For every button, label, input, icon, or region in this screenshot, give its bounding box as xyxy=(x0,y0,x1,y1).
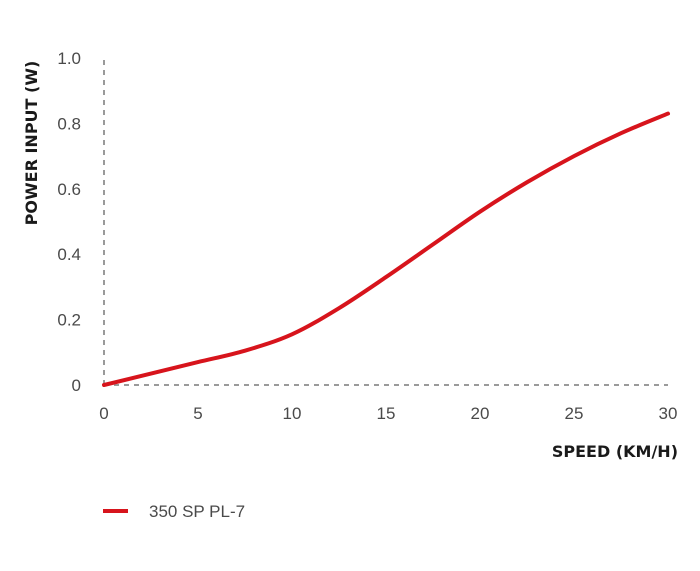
x-tick-labels: 0 5 10 15 20 25 30 xyxy=(99,404,677,423)
x-tick-label: 0 xyxy=(99,404,108,423)
legend: 350 SP PL-7 xyxy=(103,502,245,521)
y-tick-labels: 0 0.2 0.4 0.6 0.8 1.0 xyxy=(57,49,81,395)
series-layer xyxy=(102,111,670,387)
x-tick-label: 10 xyxy=(283,404,302,423)
y-tick-label: 1.0 xyxy=(57,49,81,68)
x-tick-label: 20 xyxy=(471,404,490,423)
series-line xyxy=(102,111,670,387)
y-tick-label: 0.4 xyxy=(57,245,81,264)
y-tick-label: 0.6 xyxy=(57,180,81,199)
y-tick-label: 0 xyxy=(72,376,81,395)
x-axis-title: SPEED (KM/H) xyxy=(552,442,678,461)
y-axis-title: POWER INPUT (W) xyxy=(22,61,41,226)
x-tick-label: 15 xyxy=(377,404,396,423)
y-tick-label: 0.2 xyxy=(57,311,81,330)
legend-label: 350 SP PL-7 xyxy=(149,502,245,521)
y-tick-label: 0.8 xyxy=(57,114,81,133)
x-tick-label: 25 xyxy=(565,404,584,423)
x-tick-label: 5 xyxy=(193,404,202,423)
x-tick-label: 30 xyxy=(659,404,678,423)
axes xyxy=(103,55,668,386)
